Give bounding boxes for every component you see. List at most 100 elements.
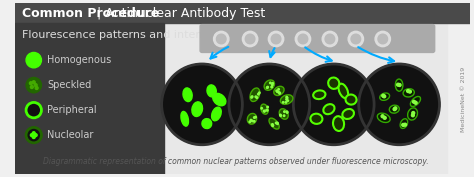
Circle shape	[298, 34, 308, 44]
Circle shape	[402, 123, 405, 126]
Circle shape	[359, 64, 439, 145]
Circle shape	[270, 82, 271, 84]
Circle shape	[254, 121, 255, 122]
Circle shape	[348, 31, 364, 47]
Text: Common Procedure: Common Procedure	[22, 7, 160, 19]
Circle shape	[278, 88, 279, 90]
Text: MedicineNet © 2019: MedicineNet © 2019	[461, 67, 466, 132]
Circle shape	[29, 82, 32, 85]
Bar	[15, 3, 470, 23]
Circle shape	[229, 64, 310, 145]
Circle shape	[382, 94, 384, 97]
Circle shape	[32, 81, 35, 84]
Circle shape	[254, 117, 255, 118]
Circle shape	[286, 112, 288, 113]
Circle shape	[266, 109, 267, 111]
Circle shape	[251, 97, 252, 98]
Circle shape	[217, 34, 226, 44]
Circle shape	[256, 97, 258, 98]
Circle shape	[322, 31, 337, 47]
Text: Peripheral: Peripheral	[47, 105, 97, 115]
Ellipse shape	[338, 84, 348, 98]
Ellipse shape	[250, 88, 260, 102]
Circle shape	[264, 110, 265, 112]
Ellipse shape	[400, 119, 408, 129]
Ellipse shape	[328, 78, 339, 89]
Circle shape	[258, 92, 260, 94]
Text: Nucleolar: Nucleolar	[47, 130, 93, 140]
Circle shape	[394, 107, 397, 110]
Bar	[164, 23, 447, 174]
Circle shape	[295, 31, 310, 47]
Circle shape	[278, 91, 279, 93]
Circle shape	[261, 108, 263, 109]
Circle shape	[286, 96, 287, 98]
Circle shape	[249, 121, 251, 122]
Circle shape	[277, 91, 278, 92]
Circle shape	[286, 97, 288, 99]
Circle shape	[375, 31, 391, 47]
Ellipse shape	[274, 86, 284, 96]
Ellipse shape	[247, 113, 257, 124]
Circle shape	[383, 95, 386, 98]
Ellipse shape	[389, 105, 399, 113]
Ellipse shape	[213, 93, 226, 106]
Circle shape	[34, 84, 37, 87]
Ellipse shape	[408, 108, 418, 120]
Text: | Antinuclear Antibody Test: | Antinuclear Antibody Test	[93, 7, 265, 19]
Circle shape	[272, 125, 273, 126]
Circle shape	[286, 99, 287, 100]
Circle shape	[26, 127, 41, 143]
Circle shape	[286, 111, 288, 113]
Circle shape	[34, 134, 37, 137]
Circle shape	[285, 102, 287, 103]
Circle shape	[272, 124, 273, 125]
Circle shape	[26, 102, 41, 118]
Ellipse shape	[279, 109, 288, 119]
Circle shape	[30, 86, 33, 88]
Circle shape	[287, 100, 289, 101]
Circle shape	[276, 122, 278, 124]
Circle shape	[398, 84, 401, 86]
Ellipse shape	[280, 95, 293, 104]
Circle shape	[32, 136, 35, 138]
Circle shape	[271, 86, 273, 88]
Circle shape	[266, 87, 268, 88]
Circle shape	[280, 115, 282, 116]
Ellipse shape	[313, 90, 326, 99]
Ellipse shape	[310, 114, 322, 124]
Bar	[15, 23, 164, 174]
Text: Diagrammatic representation of common nuclear patterns observed under fluorescen: Diagrammatic representation of common nu…	[43, 157, 428, 166]
Circle shape	[351, 34, 361, 44]
Text: Speckled: Speckled	[47, 80, 91, 90]
Ellipse shape	[333, 116, 344, 131]
Ellipse shape	[211, 107, 221, 121]
Circle shape	[397, 83, 400, 86]
Circle shape	[283, 111, 285, 112]
Ellipse shape	[380, 93, 390, 100]
Circle shape	[393, 108, 396, 111]
Circle shape	[214, 31, 229, 47]
Circle shape	[407, 90, 410, 92]
Circle shape	[30, 134, 33, 137]
Circle shape	[251, 96, 253, 97]
Circle shape	[255, 96, 256, 98]
Ellipse shape	[192, 102, 202, 116]
Circle shape	[275, 122, 277, 124]
Ellipse shape	[346, 95, 356, 105]
Circle shape	[411, 114, 414, 117]
Circle shape	[272, 82, 273, 84]
Circle shape	[404, 123, 407, 126]
Circle shape	[257, 93, 259, 95]
Circle shape	[35, 87, 38, 89]
Circle shape	[412, 100, 415, 103]
Ellipse shape	[269, 118, 279, 129]
Circle shape	[267, 106, 268, 108]
Circle shape	[272, 84, 273, 86]
Circle shape	[162, 64, 242, 145]
Circle shape	[266, 110, 268, 111]
Circle shape	[325, 34, 335, 44]
Circle shape	[409, 90, 411, 93]
Circle shape	[242, 31, 258, 47]
Ellipse shape	[202, 119, 212, 129]
